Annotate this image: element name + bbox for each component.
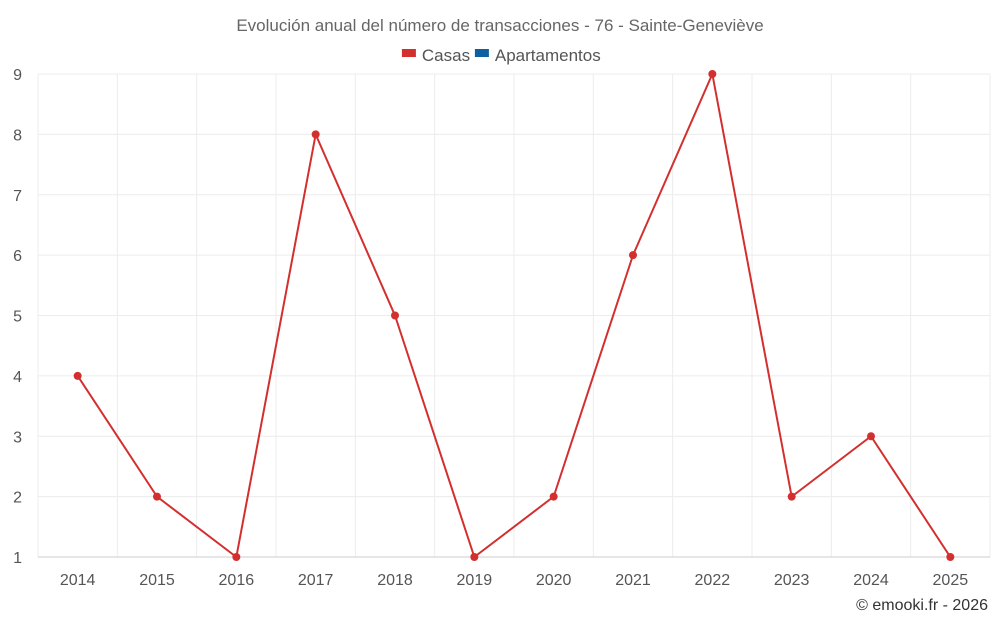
- y-axis: 1 2 3 4 5 6 7 8 9: [13, 67, 22, 567]
- data-point[interactable]: [946, 553, 955, 561]
- y-tick-label: 8: [13, 127, 22, 144]
- credit-text: © emooki.fr - 2026: [856, 597, 988, 614]
- data-point[interactable]: [470, 553, 479, 561]
- legend-label-2[interactable]: Apartamentos: [495, 46, 601, 65]
- chart-title: Evolución anual del número de transaccio…: [236, 16, 763, 35]
- x-tick-label: 2014: [60, 572, 96, 589]
- series-line-casas: [76, 73, 952, 558]
- y-tick-label: 9: [13, 67, 22, 84]
- x-tick-label: 2022: [695, 572, 731, 589]
- y-tick-label: 1: [13, 550, 22, 567]
- y-tick-label: 4: [13, 369, 22, 386]
- x-tick-label: 2017: [298, 572, 334, 589]
- data-point[interactable]: [549, 492, 558, 501]
- data-point[interactable]: [867, 432, 875, 441]
- y-tick-label: 7: [13, 188, 22, 205]
- x-tick-label: 2015: [139, 572, 175, 589]
- data-point[interactable]: [73, 371, 82, 380]
- x-axis: 2014 2015 2016 2017 2018 2019 2020 2021 2022 2023…: [60, 572, 968, 589]
- y-tick-label: 3: [13, 429, 22, 446]
- data-point[interactable]: [787, 492, 796, 501]
- data-point[interactable]: [708, 70, 717, 78]
- y-tick-label: 2: [13, 490, 22, 507]
- x-tick-label: 2016: [219, 572, 255, 589]
- x-tick-label: 2020: [536, 572, 572, 589]
- grid: [37, 73, 991, 558]
- data-point[interactable]: [391, 311, 399, 320]
- legend-swatch-2[interactable]: [474, 49, 489, 57]
- x-tick-label: 2025: [933, 572, 969, 589]
- legend: Casas Apartamentos: [401, 46, 601, 65]
- x-tick-label: 2023: [774, 572, 810, 589]
- y-tick-label: 6: [13, 248, 22, 265]
- x-tick-label: 2019: [457, 572, 493, 589]
- legend-swatch-1[interactable]: [401, 49, 416, 57]
- data-point[interactable]: [232, 553, 241, 561]
- data-point[interactable]: [153, 492, 161, 501]
- data-point[interactable]: [629, 251, 637, 260]
- data-point[interactable]: [311, 130, 320, 139]
- legend-label-1[interactable]: Casas: [422, 46, 470, 65]
- series-group: [73, 70, 955, 561]
- x-tick-label: 2021: [615, 572, 651, 589]
- x-tick-label: 2024: [853, 572, 889, 589]
- x-tick-label: 2018: [377, 572, 413, 589]
- y-tick-label: 5: [13, 309, 22, 326]
